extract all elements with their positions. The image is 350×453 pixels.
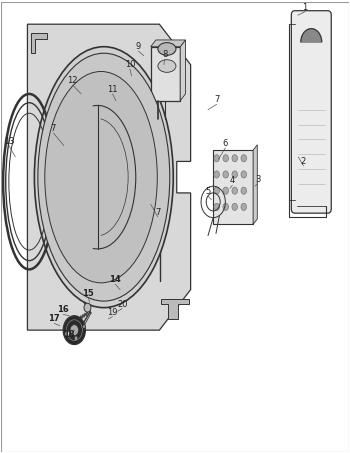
Circle shape — [223, 187, 229, 194]
Circle shape — [66, 333, 68, 335]
Text: 5: 5 — [205, 187, 211, 196]
Ellipse shape — [34, 47, 173, 308]
Text: 18: 18 — [63, 330, 75, 339]
Text: 3: 3 — [255, 175, 260, 184]
Polygon shape — [27, 24, 191, 330]
Circle shape — [241, 203, 246, 211]
Text: 4: 4 — [230, 176, 235, 185]
Circle shape — [214, 203, 219, 211]
Text: 6: 6 — [223, 139, 228, 148]
Circle shape — [232, 154, 238, 162]
Circle shape — [232, 187, 238, 194]
Polygon shape — [151, 40, 186, 47]
Circle shape — [223, 171, 229, 178]
Ellipse shape — [158, 43, 176, 55]
Circle shape — [241, 171, 246, 178]
Circle shape — [214, 187, 219, 194]
Text: 17: 17 — [48, 314, 60, 323]
Text: 16: 16 — [57, 305, 69, 314]
Text: 2: 2 — [301, 157, 306, 166]
Circle shape — [83, 325, 85, 328]
Circle shape — [223, 203, 229, 211]
Polygon shape — [161, 299, 189, 319]
Circle shape — [70, 325, 78, 336]
Wedge shape — [301, 29, 322, 42]
Polygon shape — [180, 40, 186, 101]
Text: 11: 11 — [107, 85, 118, 94]
Text: 9: 9 — [136, 42, 141, 51]
Circle shape — [223, 154, 229, 162]
Circle shape — [214, 154, 219, 162]
Text: 14: 14 — [110, 275, 121, 284]
Circle shape — [65, 331, 70, 337]
Text: 7: 7 — [214, 95, 219, 104]
Text: 12: 12 — [67, 76, 78, 85]
Text: 1: 1 — [303, 3, 308, 12]
Text: 7: 7 — [51, 124, 56, 133]
Circle shape — [84, 303, 91, 312]
Text: 10: 10 — [125, 60, 135, 69]
Text: 20: 20 — [117, 299, 127, 308]
Text: 7: 7 — [155, 208, 160, 217]
Text: 15: 15 — [82, 289, 94, 298]
Text: 19: 19 — [107, 308, 118, 317]
Circle shape — [241, 154, 246, 162]
Circle shape — [241, 187, 246, 194]
Ellipse shape — [38, 53, 170, 301]
Circle shape — [232, 203, 238, 211]
Circle shape — [232, 171, 238, 178]
Polygon shape — [31, 33, 47, 53]
Ellipse shape — [158, 60, 176, 72]
Circle shape — [74, 336, 78, 341]
FancyBboxPatch shape — [291, 11, 331, 213]
Polygon shape — [151, 47, 180, 101]
Text: 13: 13 — [4, 137, 14, 146]
Polygon shape — [253, 145, 257, 224]
Text: 8: 8 — [162, 50, 167, 59]
Circle shape — [63, 316, 85, 345]
Polygon shape — [213, 150, 253, 224]
Circle shape — [214, 171, 219, 178]
Ellipse shape — [45, 72, 157, 283]
